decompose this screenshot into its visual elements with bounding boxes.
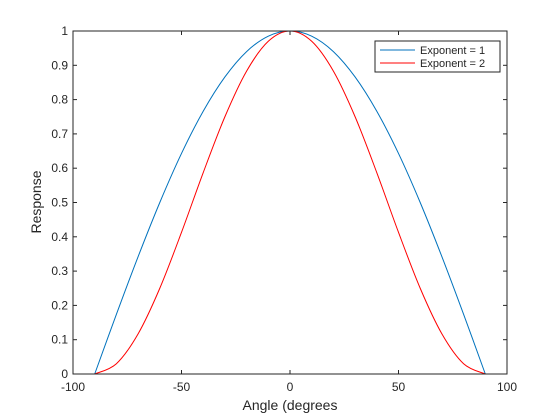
y-tick-label: 0.5 <box>51 196 68 210</box>
y-axis-label: Response <box>28 170 44 233</box>
x-tick-label: 50 <box>392 380 406 394</box>
y-tick-label: 0.6 <box>51 161 68 175</box>
plot-area <box>73 31 507 374</box>
y-tick-label: 0.2 <box>51 298 68 312</box>
tick-layer: -100 -50 0 50 100 0 0.1 0.2 0.3 0.4 0.5 0.6 0.7 0.8 0.… <box>51 24 517 394</box>
y-tick-label: 0.8 <box>51 93 68 107</box>
x-tick-label: -50 <box>173 380 191 394</box>
y-tick-label: 0.4 <box>51 230 68 244</box>
y-tick-label: 0.3 <box>51 264 68 278</box>
y-tick-label: 0.7 <box>51 127 68 141</box>
y-tick-label: 0 <box>61 367 68 381</box>
legend-entry-2: Exponent = 2 <box>420 58 485 70</box>
x-tick-label: 0 <box>287 380 294 394</box>
y-tick-label: 0.9 <box>51 58 68 72</box>
y-tick-label: 1 <box>61 24 68 38</box>
x-tick-label: 100 <box>497 380 517 394</box>
legend-entry-1: Exponent = 1 <box>420 45 485 57</box>
legend-box <box>374 40 501 73</box>
x-tick-label: -100 <box>61 380 85 394</box>
y-tick-label: 0.1 <box>51 333 68 347</box>
x-axis-label: Angle (degrees <box>243 397 338 413</box>
